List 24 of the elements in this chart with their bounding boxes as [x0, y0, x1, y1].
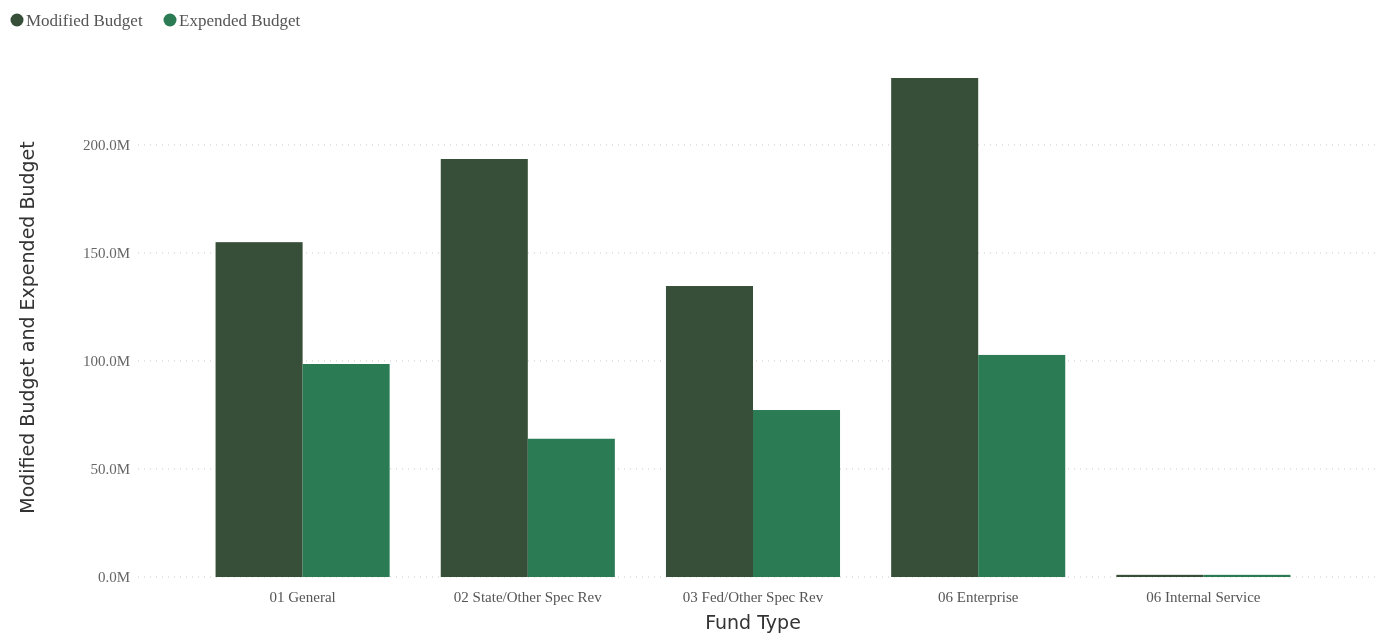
y-tick-label: 0.0M	[97, 569, 130, 586]
x-tick-label: 03 Fed/Other Spec Rev	[682, 589, 824, 605]
y-tick-label: 50.0M	[90, 461, 130, 478]
y-tick-label: 150.0M	[82, 245, 130, 262]
bar	[215, 242, 303, 577]
x-tick-label: 06 Internal Service	[1146, 589, 1261, 605]
y-tick-label: 100.0M	[82, 353, 130, 370]
bar	[978, 354, 1066, 577]
bar	[665, 286, 753, 577]
bar	[891, 78, 979, 577]
legend-label: Modified Budget	[26, 10, 143, 30]
bar	[753, 410, 841, 577]
bar	[302, 364, 390, 577]
legend-label: Expended Budget	[179, 10, 301, 30]
y-axis-title: Modified Budget and Expended Budget	[16, 141, 38, 514]
x-tick-label: 01 General	[269, 589, 336, 605]
bar	[1116, 574, 1204, 577]
bar	[1203, 574, 1291, 577]
y-tick-label: 200.0M	[82, 137, 130, 154]
x-tick-label: 06 Enterprise	[938, 589, 1019, 605]
x-axis-title: Fund Type	[705, 611, 801, 633]
bar	[440, 159, 528, 577]
bar	[527, 438, 615, 577]
x-tick-label: 02 State/Other Spec Rev	[453, 589, 603, 605]
